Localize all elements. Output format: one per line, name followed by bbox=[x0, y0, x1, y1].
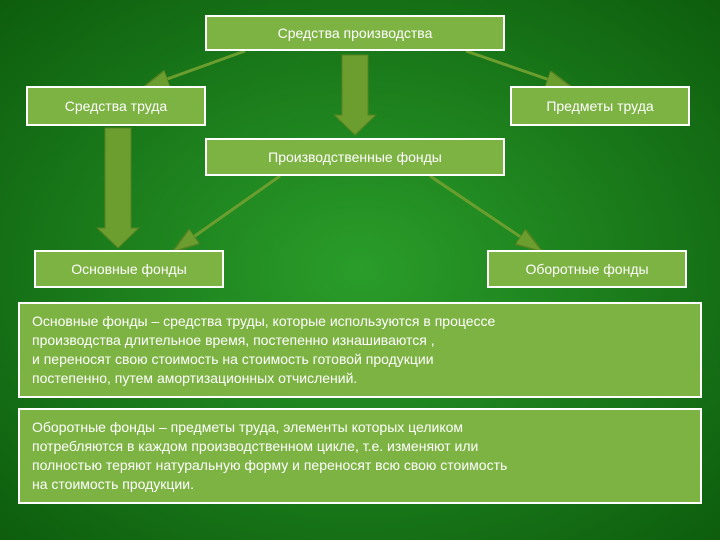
label: Оборотные фонды bbox=[525, 261, 648, 277]
arrow-top-to-mid bbox=[334, 55, 376, 135]
text: Основные фонды – средства труды, которые… bbox=[32, 313, 495, 386]
box-fixed-assets: Основные фонды bbox=[34, 250, 224, 288]
label: Средства труда bbox=[65, 98, 167, 114]
arrow-top-to-left1 bbox=[145, 51, 245, 87]
box-means-of-production: Средства производства bbox=[205, 15, 505, 51]
box-production-funds: Производственные фонды bbox=[205, 138, 505, 176]
definition-fixed-assets: Основные фонды – средства труды, которые… bbox=[18, 302, 702, 398]
definition-working-assets: Оборотные фонды – предметы труда, элемен… bbox=[18, 408, 702, 504]
label: Предметы труда bbox=[546, 98, 653, 114]
box-working-assets: Оборотные фонды bbox=[487, 250, 687, 288]
box-means-of-labor: Средства труда bbox=[26, 86, 206, 126]
arrow-mid-to-right2 bbox=[430, 176, 540, 250]
box-objects-of-labor: Предметы труда bbox=[510, 86, 690, 126]
label: Производственные фонды bbox=[268, 149, 442, 165]
arrow-top-to-right1 bbox=[466, 51, 570, 87]
arrow-mid-to-left2 bbox=[175, 176, 280, 250]
text: Оборотные фонды – предметы труда, элемен… bbox=[32, 419, 507, 492]
label: Основные фонды bbox=[71, 261, 187, 277]
label: Средства производства bbox=[278, 25, 433, 41]
arrow-left1-to-left2 bbox=[97, 128, 139, 248]
